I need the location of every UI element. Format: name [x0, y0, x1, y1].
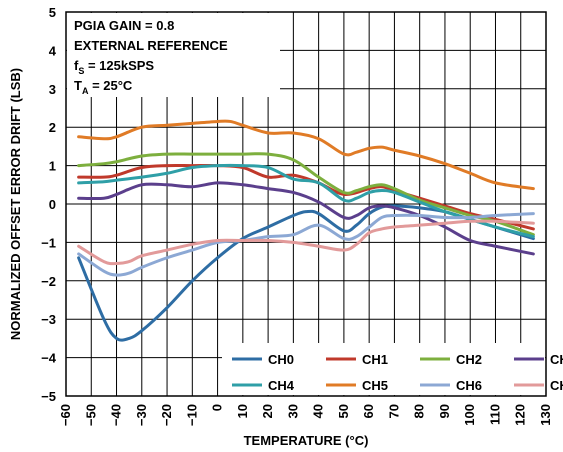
plot-frame — [65, 11, 547, 397]
x-tick-label: −40 — [109, 404, 124, 426]
legend-label-ch0: CH0 — [268, 352, 294, 367]
x-tick-label: 10 — [235, 404, 250, 418]
x-axis-title: TEMPERATURE (°C) — [244, 433, 369, 448]
x-tick-label: −50 — [83, 404, 98, 426]
series-line-ch6 — [77, 212, 535, 277]
x-tick-label: −10 — [184, 404, 199, 426]
x-tick-label: 120 — [513, 404, 528, 426]
annotation-line-4: TA = 25°C — [74, 78, 133, 96]
legend-label-ch3: CH3 — [550, 352, 563, 367]
y-tick-label: 5 — [49, 5, 56, 20]
y-tick-label: −2 — [41, 274, 56, 289]
series-line-ch2 — [77, 152, 535, 237]
y-axis-title: NORMALIZED OFFSET ERROR DRIFT (LSB) — [8, 68, 23, 340]
x-tick-label: −20 — [159, 404, 174, 426]
annotation-line-3-rest: = 125kSPS — [84, 58, 154, 73]
x-tick-label: 0 — [210, 404, 225, 411]
legend-label-ch6: CH6 — [456, 378, 482, 393]
annotation-box: PGIA GAIN = 0.8 EXTERNAL REFERENCE fS = … — [67, 13, 280, 97]
x-tick-label: 110 — [487, 404, 502, 425]
series-line-ch4 — [77, 163, 535, 239]
y-tick-label: 1 — [49, 159, 56, 174]
x-tick-label: 40 — [311, 404, 326, 418]
legend-label-ch5: CH5 — [362, 378, 388, 393]
annotation-background — [67, 13, 280, 97]
legend-label-ch4: CH4 — [268, 378, 295, 393]
legend-label-ch1: CH1 — [362, 352, 388, 367]
legend-background — [222, 343, 545, 395]
y-tick-label: −3 — [41, 312, 56, 327]
x-tick-label: 80 — [412, 404, 427, 418]
x-tick-label: 100 — [462, 404, 477, 426]
legend: CH0 CH1 CH2 CH3 CH4 CH5 CH6 CH7 — [222, 343, 563, 395]
y-tick-label: 2 — [49, 120, 56, 135]
x-tick-label: 30 — [285, 404, 300, 418]
y-tick-label: 4 — [49, 43, 57, 58]
y-tick-label: 3 — [49, 82, 56, 97]
series-line-ch5 — [77, 119, 535, 191]
x-tick-label: 70 — [386, 404, 401, 418]
annotation-line-1: PGIA GAIN = 0.8 — [74, 18, 174, 33]
x-tick-label: 90 — [437, 404, 452, 418]
legend-label-ch7: CH7 — [550, 378, 563, 393]
annotation-line-3-subscript: S — [78, 66, 84, 76]
y-tick-label: −1 — [41, 235, 56, 250]
x-tick-label: −30 — [134, 404, 149, 426]
annotation-line-4-rest: = 25°C — [88, 78, 132, 93]
series-line-ch0 — [77, 204, 535, 342]
x-tick-label: 60 — [361, 404, 376, 418]
y-tick-label: −4 — [41, 351, 57, 366]
series-line-ch7 — [77, 219, 535, 266]
annotation-line-4-main: T — [74, 78, 82, 93]
annotation-line-3: fS = 125kSPS — [74, 58, 154, 76]
y-tick-label: −5 — [41, 389, 56, 404]
x-tick-label: 50 — [336, 404, 351, 418]
annotation-line-4-subscript: A — [82, 86, 89, 96]
x-tick-label: −60 — [58, 404, 73, 426]
annotation-line-2: EXTERNAL REFERENCE — [74, 38, 228, 53]
x-tick-label: 20 — [260, 404, 275, 418]
y-tick-label: 0 — [49, 197, 56, 212]
series-line-ch1 — [77, 163, 535, 231]
series-lines — [77, 119, 535, 342]
x-tick-label: 130 — [538, 404, 553, 426]
legend-label-ch2: CH2 — [456, 352, 482, 367]
annotation-line-3-main: f — [74, 58, 79, 73]
